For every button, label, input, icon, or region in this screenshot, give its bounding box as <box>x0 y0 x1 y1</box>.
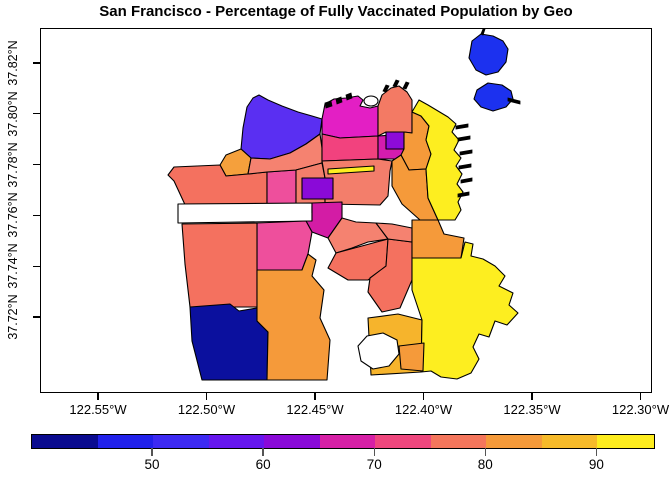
y-axis-tick <box>33 214 40 217</box>
colorbar <box>31 434 655 449</box>
x-axis-tick <box>531 393 533 400</box>
y-axis-tick <box>33 316 40 318</box>
colorbar-segment <box>319 435 376 448</box>
colorbar-segment <box>541 435 598 448</box>
x-tick-label: 122.55°W <box>69 402 127 417</box>
colorbar-segment <box>97 435 154 448</box>
region-japantown-purple <box>301 177 334 200</box>
region-lakeshore <box>189 303 269 381</box>
wharf-pier <box>382 84 390 93</box>
region-north-beach <box>377 85 413 137</box>
region-bayview <box>411 241 519 380</box>
east-pier <box>460 177 473 184</box>
colorbar-tick <box>484 448 486 456</box>
east-pier <box>457 191 470 198</box>
region-financial-district <box>411 99 464 221</box>
east-pier <box>457 135 471 142</box>
y-tick-label: 37.72°N <box>6 294 20 340</box>
region-ingleside <box>256 253 331 381</box>
x-axis-tick <box>422 393 425 400</box>
colorbar-tick-label: 90 <box>588 457 604 472</box>
bay-bridge <box>507 97 521 105</box>
y-axis-tick <box>33 113 40 115</box>
plot-area <box>40 28 652 393</box>
x-tick-label: 122.40°W <box>394 402 453 417</box>
colorbar-segment <box>32 435 98 448</box>
region-inner-sunset <box>256 220 313 271</box>
east-pier <box>455 123 469 130</box>
colorbar-tick <box>595 448 598 456</box>
wharf-pier <box>392 79 400 88</box>
colorbar-tick-label: 60 <box>255 457 271 472</box>
marina-pier <box>345 92 353 101</box>
colorbar-tick-label: 80 <box>477 457 493 472</box>
marina-pier <box>324 100 333 109</box>
colorbar-segment <box>208 435 265 448</box>
colorbar-tick-label: 70 <box>366 457 382 472</box>
colorbar-segment <box>597 435 654 448</box>
sf-map <box>167 28 521 381</box>
region-haight <box>305 201 343 239</box>
colorbar-tick-label: 50 <box>144 457 160 472</box>
x-tick-label: 122.50°W <box>177 402 236 417</box>
region-yerba-buena-island <box>473 82 514 112</box>
east-pier <box>458 163 472 170</box>
region-sunset <box>181 222 258 308</box>
ti-tip <box>480 28 486 36</box>
region-golden-gate-park <box>177 202 313 224</box>
region-cow-hollow <box>321 133 379 162</box>
region-mclaren-park <box>357 332 400 370</box>
chart-title: San Francisco - Percentage of Fully Vacc… <box>99 3 573 20</box>
x-axis-tick <box>314 393 316 400</box>
colorbar-segment <box>264 435 320 448</box>
wharf-pier <box>402 81 410 90</box>
colorbar-tick <box>262 448 264 456</box>
x-tick-label: 122.45°W <box>286 402 344 417</box>
region-portola <box>398 342 425 372</box>
colorbar-tick <box>373 448 375 456</box>
palace-lagoon <box>363 95 379 107</box>
marina-pier <box>335 96 343 105</box>
region-geary-yellow-sliver <box>327 165 375 175</box>
x-tick-label: 122.30°W <box>611 402 670 417</box>
region-treasure-island <box>468 33 509 76</box>
colorbar-segment <box>430 435 487 448</box>
y-axis-tick <box>33 62 40 64</box>
x-axis-tick <box>97 393 99 400</box>
region-nob-purple-block <box>385 131 405 150</box>
colorbar-segment <box>375 435 431 448</box>
colorbar-segment <box>153 435 209 448</box>
y-axis-tick <box>33 163 40 166</box>
east-pier <box>459 149 473 156</box>
region-potrero <box>411 219 465 259</box>
x-axis-tick <box>639 393 642 400</box>
x-axis-tick <box>205 393 208 400</box>
x-tick-label: 122.35°W <box>503 402 561 417</box>
colorbar-segment <box>486 435 542 448</box>
colorbar-tick <box>151 448 153 456</box>
y-axis-tick <box>33 265 40 267</box>
